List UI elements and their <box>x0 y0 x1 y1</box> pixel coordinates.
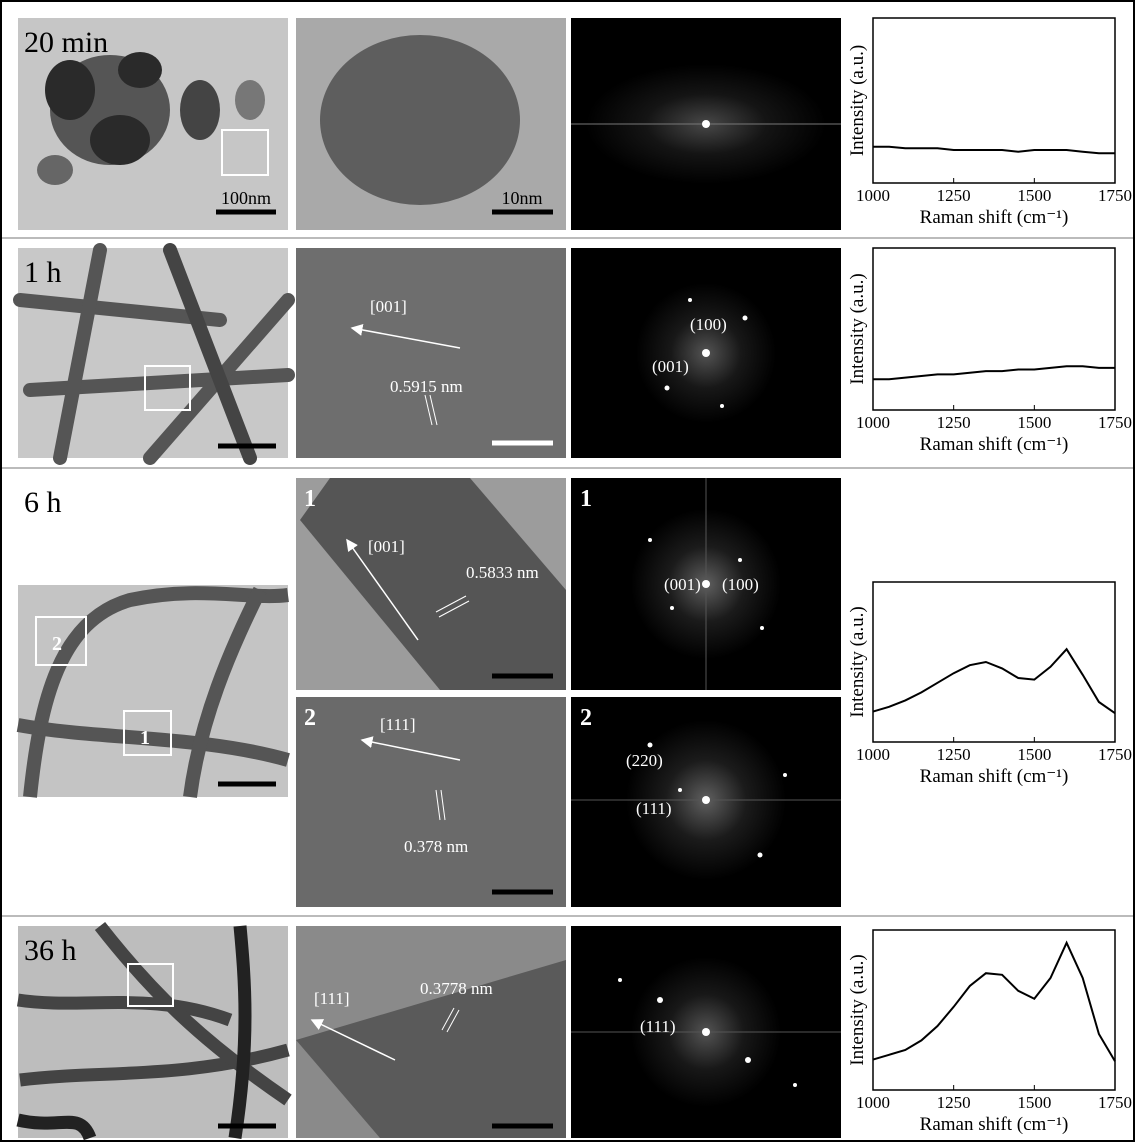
panel-index: 1 <box>304 486 316 512</box>
x-tick-label: 1250 <box>937 413 971 432</box>
x-tick-label: 1500 <box>1017 745 1051 764</box>
spectrum <box>873 943 1115 1061</box>
x-tick-label: 1000 <box>856 413 890 432</box>
spectrum <box>873 366 1115 379</box>
direction-label: [001] <box>368 537 405 556</box>
x-tick-label: 1000 <box>856 1093 890 1112</box>
time-label: 1 h <box>24 256 62 289</box>
row-6h: 6 h 2 1 1 [001] 0.5833 nm 2 [111] 0.378 … <box>18 478 841 907</box>
hrtem-image <box>296 248 566 458</box>
fft-label: (111) <box>636 799 672 818</box>
x-tick-label: 1250 <box>937 1093 971 1112</box>
x-tick-label: 1500 <box>1017 413 1051 432</box>
y-axis-label: Intensity (a.u.) <box>847 273 868 384</box>
x-tick-label: 1750 <box>1098 186 1132 205</box>
fft-center <box>702 120 710 128</box>
region-label: 1 <box>140 727 150 749</box>
panel-index: 2 <box>304 705 316 731</box>
row-1h: 1 h [001] 0.5915 nm (100) (001) <box>18 248 841 458</box>
x-axis-label: Raman shift (cm⁻¹) <box>920 1114 1069 1135</box>
y-axis-label: Intensity (a.u.) <box>847 45 868 156</box>
x-tick-label: 1250 <box>937 186 971 205</box>
x-axis-label: Raman shift (cm⁻¹) <box>920 207 1069 228</box>
fft-label: (100) <box>722 575 759 594</box>
fft-label: (220) <box>626 751 663 770</box>
figure: 100nm 20 min 10nm 1 h [001] 0.5915 nm (1… <box>0 0 1135 1142</box>
time-label: 6 h <box>24 486 62 519</box>
x-axis-label: Raman shift (cm⁻¹) <box>920 434 1069 455</box>
x-tick-label: 1750 <box>1098 413 1132 432</box>
direction-label: [111] <box>380 715 416 734</box>
x-tick-label: 1000 <box>856 186 890 205</box>
spacing-label: 0.5833 nm <box>466 563 539 582</box>
spectrum <box>873 147 1115 154</box>
fft-label: (001) <box>664 575 701 594</box>
spacing-label: 0.378 nm <box>404 837 468 856</box>
x-tick-label: 1250 <box>937 745 971 764</box>
x-tick-label: 1750 <box>1098 1093 1132 1112</box>
scale-label: 100nm <box>221 188 271 208</box>
particle <box>320 35 520 205</box>
row-36h: 36 h [111] 0.3778 nm (111) <box>18 926 841 1138</box>
spacing-label: 0.3778 nm <box>420 979 493 998</box>
direction-label: [001] <box>370 297 407 316</box>
y-axis-label: Intensity (a.u.) <box>847 954 868 1065</box>
scale-label: 10nm <box>501 188 542 208</box>
fft-label: (111) <box>640 1017 676 1036</box>
fft-label: (001) <box>652 357 689 376</box>
plot-frame <box>873 18 1115 183</box>
fft-label: (100) <box>690 315 727 334</box>
plot-frame <box>873 930 1115 1090</box>
x-axis-label: Raman shift (cm⁻¹) <box>920 766 1069 787</box>
spectrum <box>873 649 1115 713</box>
x-tick-label: 1500 <box>1017 1093 1051 1112</box>
panel-index: 1 <box>580 486 592 512</box>
hrtem-image <box>296 697 566 907</box>
time-label: 36 h <box>24 934 77 967</box>
x-tick-label: 1500 <box>1017 186 1051 205</box>
y-axis-label: Intensity (a.u.) <box>847 606 868 717</box>
row-20min: 100nm 20 min 10nm <box>18 18 841 230</box>
spacing-label: 0.5915 nm <box>390 377 463 396</box>
region-label: 2 <box>52 633 62 655</box>
plot-frame <box>873 582 1115 742</box>
time-label: 20 min <box>24 26 108 59</box>
plot-frame <box>873 248 1115 410</box>
panel-index: 2 <box>580 705 592 731</box>
direction-label: [111] <box>314 989 350 1008</box>
x-tick-label: 1000 <box>856 745 890 764</box>
x-tick-label: 1750 <box>1098 745 1132 764</box>
